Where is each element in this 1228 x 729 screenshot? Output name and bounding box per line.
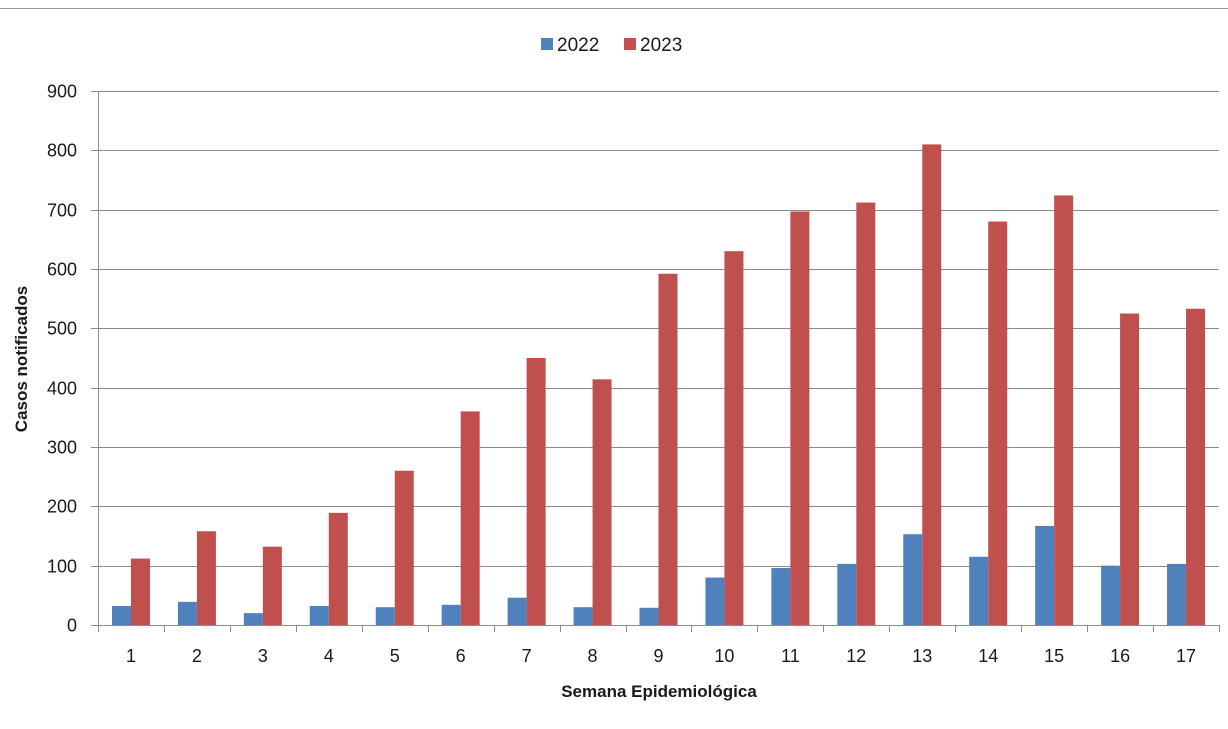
y-tick-label: 500 <box>47 319 77 339</box>
bar-2022 <box>903 534 923 625</box>
x-tick-label: 1 <box>126 646 136 666</box>
bar-2023 <box>856 202 876 625</box>
y-tick-label: 200 <box>47 497 77 517</box>
x-tick-label: 13 <box>912 646 932 666</box>
x-tick-label: 17 <box>1176 646 1196 666</box>
bars <box>111 144 1206 626</box>
bar-2022 <box>507 597 527 625</box>
y-tick-label: 100 <box>47 557 77 577</box>
x-tick-label: 3 <box>258 646 268 666</box>
bar-2023 <box>130 558 150 625</box>
x-tick-label: 15 <box>1044 646 1064 666</box>
x-tick-label: 10 <box>714 646 734 666</box>
bar-2023 <box>790 211 810 626</box>
bar-2022 <box>111 606 131 625</box>
x-axis-ticks: 1 2 3 4 5 6 7 8 9 10 11 12 13 14 15 16 17 <box>98 625 1220 666</box>
x-tick-label: 12 <box>846 646 866 666</box>
y-tick-label: 0 <box>67 616 77 636</box>
bar-2022 <box>1101 565 1121 625</box>
bar-2023 <box>922 144 942 625</box>
y-axis-ticks: 0 100 200 300 400 500 600 700 800 900 <box>47 82 98 636</box>
bar-2022 <box>705 577 725 625</box>
bar-2023 <box>1054 195 1074 625</box>
y-tick-label: 300 <box>47 438 77 458</box>
bar-2022 <box>771 568 791 625</box>
bar-2023 <box>988 221 1008 626</box>
y-axis-title: Casos notificados <box>12 286 31 432</box>
bar-2023 <box>724 251 744 625</box>
x-tick-label: 8 <box>588 646 598 666</box>
x-tick-label: 2 <box>192 646 202 666</box>
bar-2022 <box>243 613 263 625</box>
y-tick-label: 400 <box>47 379 77 399</box>
bar-2023 <box>460 411 480 625</box>
y-tick-label: 900 <box>47 82 77 102</box>
x-tick-label: 5 <box>390 646 400 666</box>
x-tick-label: 6 <box>456 646 466 666</box>
bar-2023 <box>394 470 414 625</box>
bar-2022 <box>837 563 857 625</box>
y-tick-label: 600 <box>47 260 77 280</box>
bar-2023 <box>1186 308 1206 625</box>
x-axis-title: Semana Epidemiológica <box>561 682 757 701</box>
legend-swatch-2022 <box>541 38 553 50</box>
bar-2022 <box>1167 563 1187 625</box>
bar-2023 <box>262 546 282 625</box>
x-tick-label: 7 <box>522 646 532 666</box>
bar-2022 <box>441 604 461 625</box>
bar-2023 <box>328 512 348 625</box>
x-tick-label: 14 <box>978 646 998 666</box>
x-tick-label: 4 <box>324 646 334 666</box>
x-tick-label: 9 <box>653 646 663 666</box>
y-tick-label: 700 <box>47 201 77 221</box>
x-tick-label: 11 <box>781 646 800 666</box>
bar-2022 <box>1035 525 1055 625</box>
bar-2023 <box>658 273 678 625</box>
bar-2023 <box>526 358 546 625</box>
bar-2022 <box>309 606 329 625</box>
bar-2022 <box>969 556 989 625</box>
bar-2023 <box>592 379 612 625</box>
bar-2022 <box>639 607 659 625</box>
axes <box>98 91 1219 626</box>
y-tick-label: 800 <box>47 141 77 161</box>
x-tick-label: 16 <box>1110 646 1130 666</box>
bar-2022 <box>375 607 395 625</box>
legend: 2022 2023 <box>541 35 682 56</box>
legend-label-2022: 2022 <box>557 35 599 56</box>
bar-2022 <box>177 601 197 625</box>
legend-swatch-2023 <box>624 38 636 50</box>
legend-label-2023: 2023 <box>640 35 682 56</box>
bar-2023 <box>1120 313 1140 625</box>
bar-2022 <box>573 607 593 625</box>
bar-2023 <box>196 531 216 625</box>
